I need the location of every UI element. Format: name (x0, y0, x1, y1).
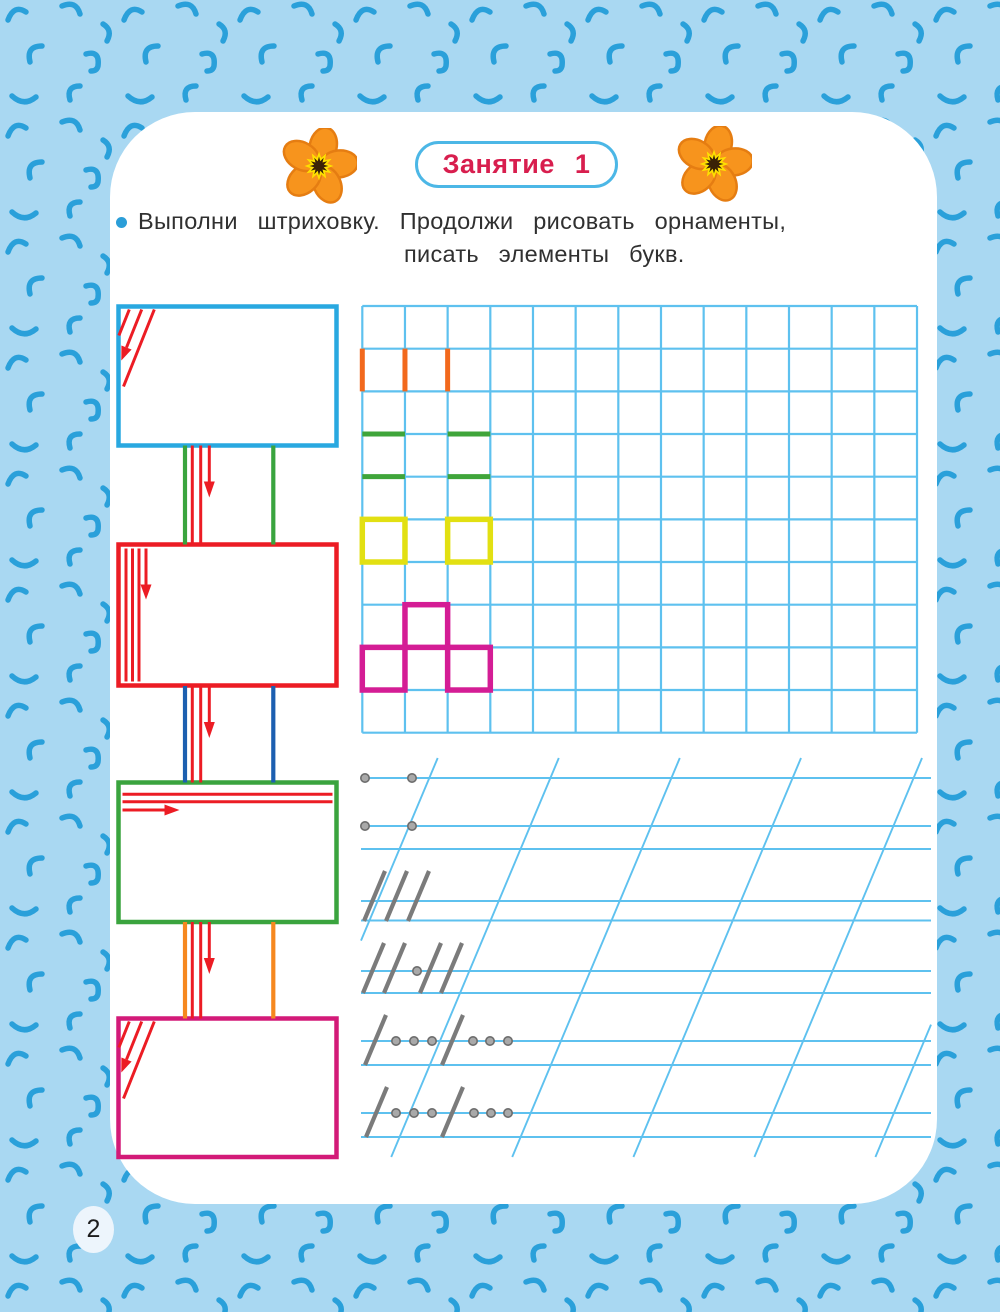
worksheet-paper (110, 112, 937, 1204)
page-number-badge: 2 (73, 1206, 114, 1253)
lesson-title: Занятие 1 (442, 149, 591, 179)
flower-icon (281, 126, 360, 204)
bullet-dot-icon (116, 217, 127, 228)
lesson-badge: Занятие 1 (415, 141, 618, 188)
instruction-line-2: писать элементы букв. (404, 241, 685, 267)
flower-icon (676, 124, 755, 202)
page-number: 2 (86, 1215, 101, 1243)
instruction-line-1: Выполни штриховку. Продолжи рисовать орн… (138, 208, 787, 234)
